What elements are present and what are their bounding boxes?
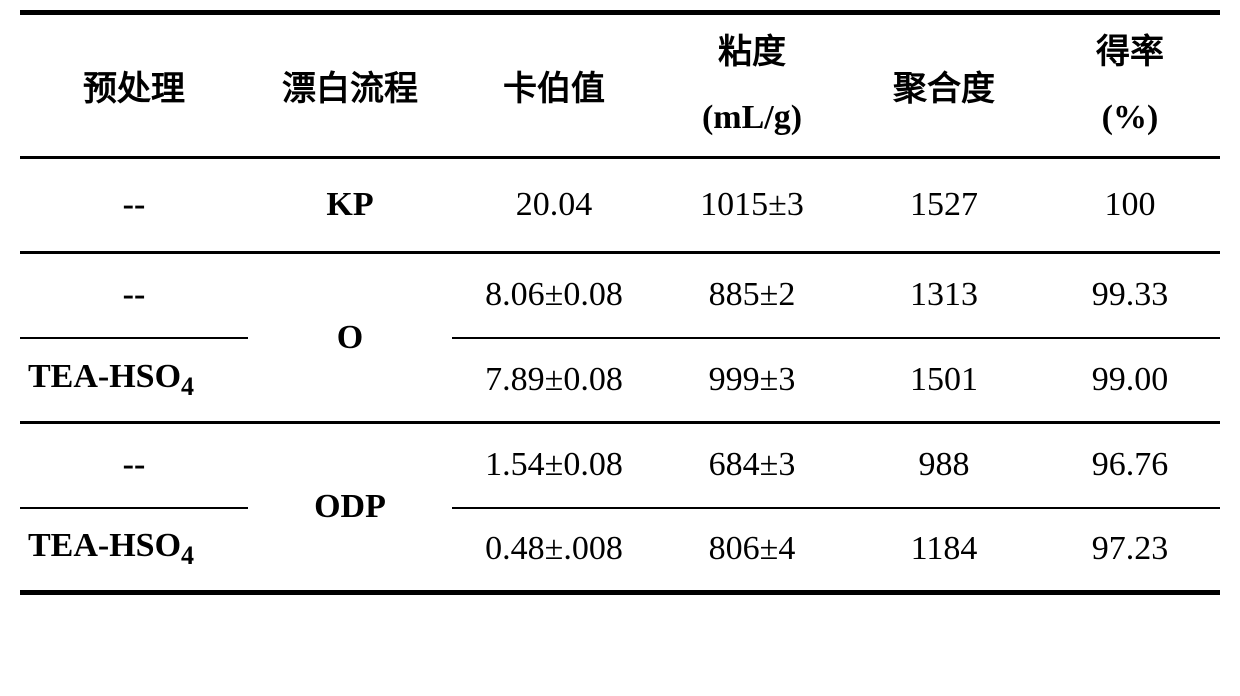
cell-kp-pretreatment: -- [20,158,248,253]
table-row: TEA-HSO4 0.48±.008 806±4 1184 97.23 [20,508,1220,593]
header-viscosity-line1: 粘度 [656,21,848,86]
cell-odp-tea-viscosity: 806±4 [656,508,848,593]
cell-kp-bleach: KP [248,158,452,253]
cell-odp-tea-dp: 1184 [848,508,1040,593]
cell-kp-viscosity: 1015±3 [656,158,848,253]
header-yield-line2: (%) [1040,86,1220,151]
cell-o-untreated-dp: 1313 [848,253,1040,338]
cell-odp-tea-kappa: 0.48±.008 [452,508,656,593]
table-row: -- ODP 1.54±0.08 684±3 988 96.76 [20,423,1220,508]
cell-odp-untreated-pretreatment: -- [20,423,248,508]
cell-o-untreated-yield: 99.33 [1040,253,1220,338]
cell-o-tea-pretreatment: TEA-HSO4 [20,338,248,423]
header-kappa: 卡伯值 [452,13,656,158]
header-viscosity-line2: (mL/g) [656,86,848,151]
cell-kp-kappa: 20.04 [452,158,656,253]
table-header-row: 预处理 漂白流程 卡伯值 粘度 (mL/g) 聚合度 得率 (%) [20,13,1220,158]
data-table: 预处理 漂白流程 卡伯值 粘度 (mL/g) 聚合度 得率 (%) -- KP … [20,10,1220,595]
cell-kp-dp: 1527 [848,158,1040,253]
header-viscosity: 粘度 (mL/g) [656,13,848,158]
cell-o-tea-kappa: 7.89±0.08 [452,338,656,423]
cell-odp-tea-pretreatment: TEA-HSO4 [20,508,248,593]
cell-o-untreated-pretreatment: -- [20,253,248,338]
cell-odp-tea-yield: 97.23 [1040,508,1220,593]
header-bleach-process: 漂白流程 [248,13,452,158]
table-row: -- O 8.06±0.08 885±2 1313 99.33 [20,253,1220,338]
table-row: -- KP 20.04 1015±3 1527 100 [20,158,1220,253]
cell-odp-untreated-kappa: 1.54±0.08 [452,423,656,508]
cell-odp-untreated-dp: 988 [848,423,1040,508]
cell-odp-bleach: ODP [248,423,452,593]
tea-base: TEA-HSO [28,358,181,395]
header-pretreatment: 预处理 [20,13,248,158]
cell-o-untreated-kappa: 8.06±0.08 [452,253,656,338]
table-row: TEA-HSO4 7.89±0.08 999±3 1501 99.00 [20,338,1220,423]
header-yield-line1: 得率 [1040,21,1220,86]
cell-odp-untreated-yield: 96.76 [1040,423,1220,508]
data-table-container: 预处理 漂白流程 卡伯值 粘度 (mL/g) 聚合度 得率 (%) -- KP … [20,10,1220,595]
header-dp: 聚合度 [848,13,1040,158]
cell-kp-yield: 100 [1040,158,1220,253]
cell-o-tea-dp: 1501 [848,338,1040,423]
tea-subscript: 4 [181,372,194,401]
tea-base: TEA-HSO [28,527,181,564]
cell-o-tea-viscosity: 999±3 [656,338,848,423]
cell-odp-untreated-viscosity: 684±3 [656,423,848,508]
cell-o-untreated-viscosity: 885±2 [656,253,848,338]
tea-subscript: 4 [181,541,194,570]
cell-o-tea-yield: 99.00 [1040,338,1220,423]
header-yield: 得率 (%) [1040,13,1220,158]
cell-o-bleach: O [248,253,452,423]
